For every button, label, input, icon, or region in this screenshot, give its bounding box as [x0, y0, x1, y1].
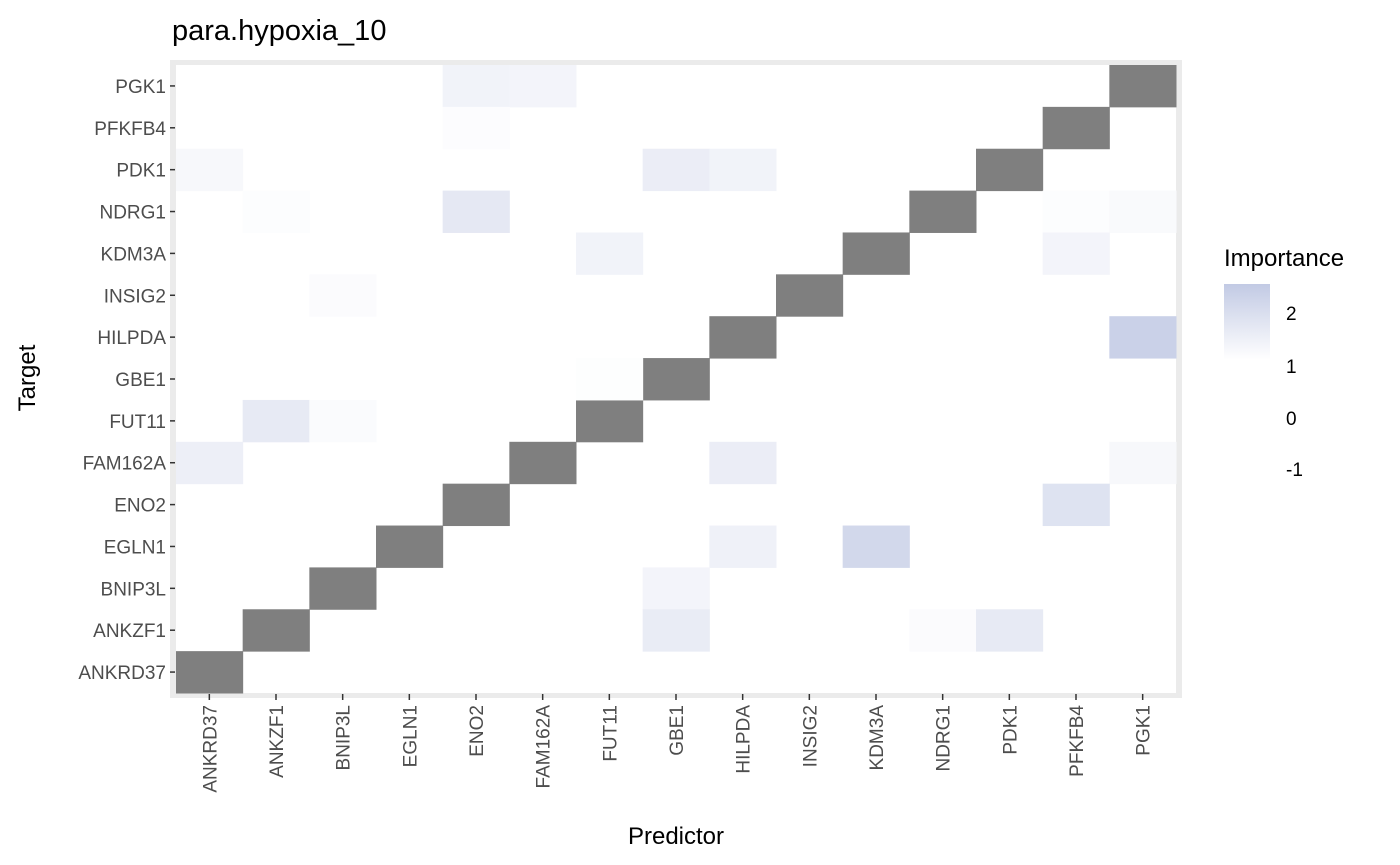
- x-tick-label: EGLN1: [400, 705, 421, 767]
- y-tick-label: PFKFB4: [94, 119, 166, 140]
- legend-label: -1: [1286, 460, 1303, 481]
- y-tick-label: HILPDA: [97, 328, 166, 349]
- legend: Importance 2 1 0 -1: [1224, 245, 1344, 481]
- y-tick-label: FUT11: [109, 412, 166, 433]
- heatmap-cell: [842, 525, 910, 568]
- heatmap-cell: [709, 148, 777, 192]
- heatmap-cell-diagonal: [509, 441, 577, 485]
- heatmap-cell: [976, 609, 1044, 652]
- heatmap-cell: [1042, 190, 1110, 233]
- x-tick-label: PGK1: [1134, 705, 1155, 756]
- heatmap-cell-diagonal: [842, 232, 910, 275]
- y-tick-label: PGK1: [115, 77, 166, 98]
- heatmap-cell: [1109, 441, 1177, 485]
- heatmap-cell: [176, 148, 244, 192]
- heatmap-cell: [1109, 316, 1177, 359]
- x-axis-title: Predictor: [628, 823, 724, 850]
- x-tick-label: ANKRD37: [200, 705, 221, 793]
- legend-label: 1: [1286, 357, 1297, 378]
- heatmap-cell-diagonal: [309, 567, 377, 610]
- heatmap-cell: [242, 190, 310, 233]
- heatmap-cell: [442, 106, 510, 150]
- x-tick-label: HILPDA: [734, 705, 755, 774]
- y-tick-label: PDK1: [116, 161, 166, 182]
- legend-title: Importance: [1224, 245, 1344, 272]
- heatmap-cells: [176, 65, 1177, 694]
- y-tick-label: ANKZF1: [93, 621, 166, 642]
- x-tick-label: KDM3A: [867, 705, 888, 771]
- heatmap-cell: [442, 190, 510, 233]
- y-tick-label: GBE1: [115, 370, 166, 391]
- y-tick-label: NDRG1: [99, 203, 166, 224]
- heatmap-cell: [309, 274, 377, 317]
- x-tick-label: BNIP3L: [334, 705, 355, 770]
- heatmap-cell-diagonal: [909, 190, 977, 233]
- legend-label: 2: [1286, 304, 1297, 325]
- y-axis: ANKRD37 ANKZF1 BNIP3L EGLN1 ENO2 FAM162A FUT11…: [78, 77, 175, 684]
- x-tick-label: FAM162A: [534, 705, 555, 789]
- y-tick-label: INSIG2: [104, 286, 166, 307]
- heatmap-cell: [576, 232, 644, 275]
- heatmap-cell: [442, 65, 510, 108]
- heatmap-cell-diagonal: [709, 316, 777, 359]
- heatmap-cell: [642, 609, 710, 652]
- legend-label: 0: [1286, 409, 1297, 430]
- y-tick-label: ENO2: [114, 496, 166, 517]
- heatmap-cell: [909, 609, 977, 652]
- x-tick-label: FUT11: [600, 705, 621, 762]
- x-tick-label: PDK1: [1000, 705, 1021, 755]
- y-tick-label: ANKRD37: [78, 663, 166, 684]
- legend-colorbar: [1224, 284, 1270, 360]
- heatmap-cell-diagonal: [576, 399, 644, 443]
- y-axis-title: Target: [14, 344, 41, 411]
- heatmap-cell-diagonal: [642, 358, 710, 401]
- heatmap-cell: [576, 358, 644, 401]
- y-tick-label: EGLN1: [104, 537, 166, 558]
- chart-title: para.hypoxia_10: [172, 15, 386, 47]
- x-tick-label: ANKZF1: [267, 705, 288, 778]
- heatmap-cell: [509, 65, 577, 108]
- heatmap-cell: [1042, 483, 1110, 527]
- y-tick-label: BNIP3L: [101, 579, 166, 600]
- x-tick-label: GBE1: [667, 705, 688, 756]
- heatmap-cell: [642, 148, 710, 192]
- heatmap-cell: [709, 441, 777, 485]
- heatmap-cell-diagonal: [1042, 106, 1110, 150]
- heatmap-cell-diagonal: [242, 609, 310, 652]
- heatmap-cell-diagonal: [776, 274, 844, 317]
- heatmap-cell-diagonal: [976, 148, 1044, 192]
- heatmap-cell: [242, 399, 310, 443]
- x-tick-label: PFKFB4: [1067, 705, 1088, 777]
- x-tick-label: INSIG2: [800, 705, 821, 767]
- heatmap-cell: [1042, 232, 1110, 275]
- heatmap-cell: [309, 399, 377, 443]
- x-tick-label: ENO2: [467, 705, 488, 757]
- y-tick-label: FAM162A: [83, 454, 167, 475]
- x-axis: ANKRD37 ANKZF1 BNIP3L EGLN1 ENO2 FAM162A FUT11…: [200, 694, 1155, 793]
- heatmap-cell: [1109, 190, 1177, 233]
- heatmap-cell: [176, 441, 244, 485]
- heatmap-cell: [642, 567, 710, 610]
- x-tick-label: NDRG1: [934, 705, 955, 772]
- y-tick-label: KDM3A: [101, 244, 167, 265]
- heatmap-cell-diagonal: [1109, 65, 1177, 108]
- heatmap-cell-diagonal: [442, 483, 510, 527]
- heatmap-cell: [709, 525, 777, 568]
- heatmap-cell-diagonal: [176, 651, 244, 694]
- heatmap-cell-diagonal: [376, 525, 444, 568]
